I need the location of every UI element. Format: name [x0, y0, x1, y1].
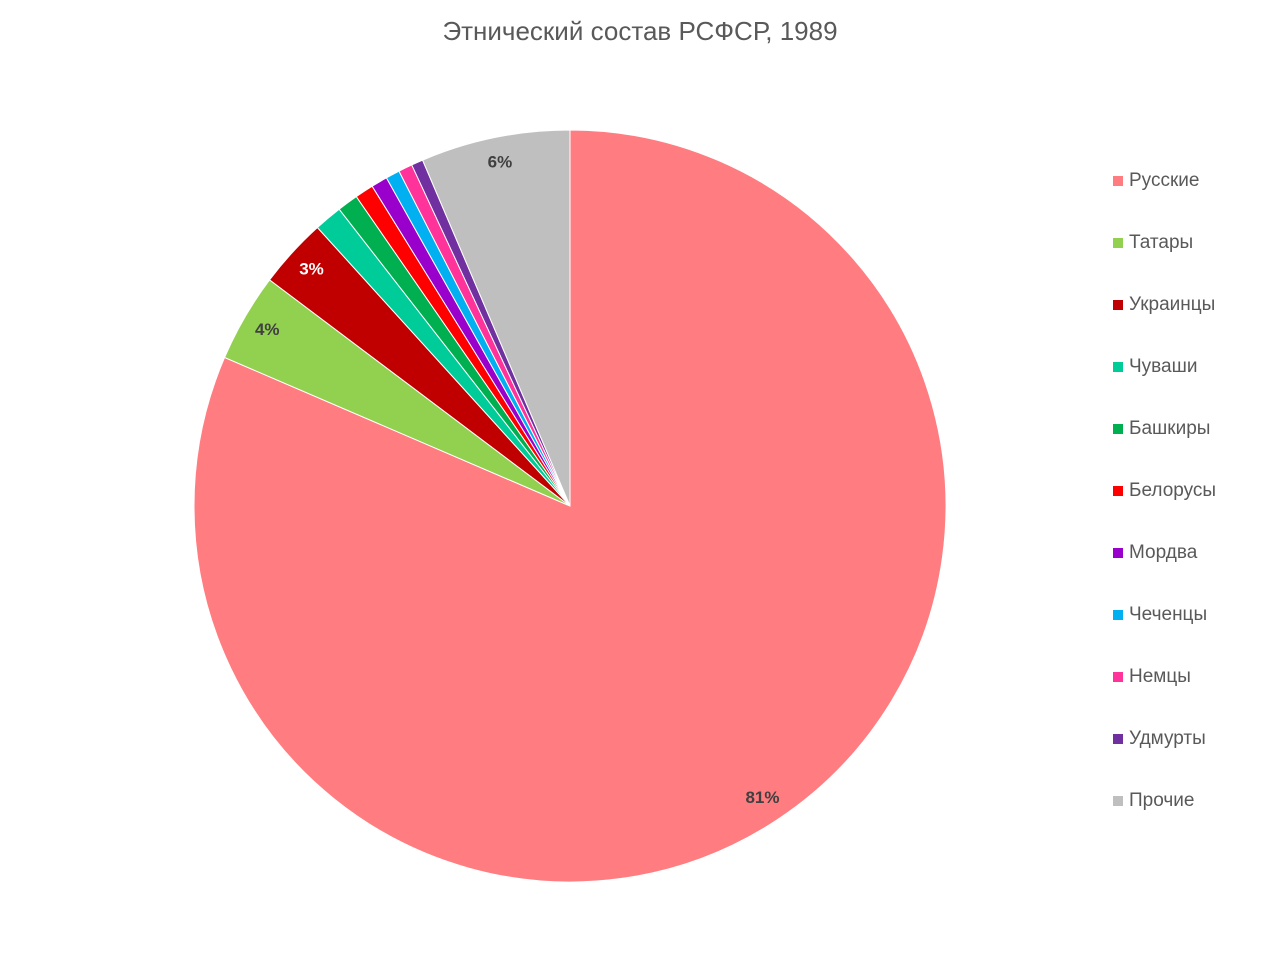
legend-label: Мордва [1129, 542, 1198, 563]
legend-label: Чуваши [1129, 356, 1197, 377]
legend-marker [1113, 734, 1123, 744]
legend-marker [1113, 424, 1123, 434]
legend-marker [1113, 672, 1123, 682]
legend-label: Чеченцы [1129, 604, 1207, 625]
data-label: 6% [488, 153, 513, 172]
legend-label: Украинцы [1129, 294, 1215, 315]
legend-marker [1113, 238, 1123, 248]
pie-slice [421, 129, 571, 507]
legend-label: Башкиры [1129, 418, 1210, 439]
legend-label: Белорусы [1129, 480, 1216, 501]
legend-marker [1113, 610, 1123, 620]
legend-label: Русские [1129, 170, 1199, 191]
legend-marker [1113, 796, 1123, 806]
chart-title: Этнический состав РСФСР, 1989 [442, 16, 837, 46]
legend-label: Немцы [1129, 666, 1191, 687]
legend-marker [1113, 548, 1123, 558]
legend-marker [1113, 362, 1123, 372]
data-label: 4% [255, 320, 280, 339]
legend-marker [1113, 176, 1123, 186]
legend-label: Удмурты [1129, 728, 1206, 749]
data-label: 3% [299, 260, 324, 279]
legend-marker [1113, 486, 1123, 496]
legend-label: Прочие [1129, 790, 1194, 811]
data-label: 81% [745, 788, 779, 807]
legend-marker [1113, 300, 1123, 310]
legend-label: Татары [1129, 232, 1193, 253]
